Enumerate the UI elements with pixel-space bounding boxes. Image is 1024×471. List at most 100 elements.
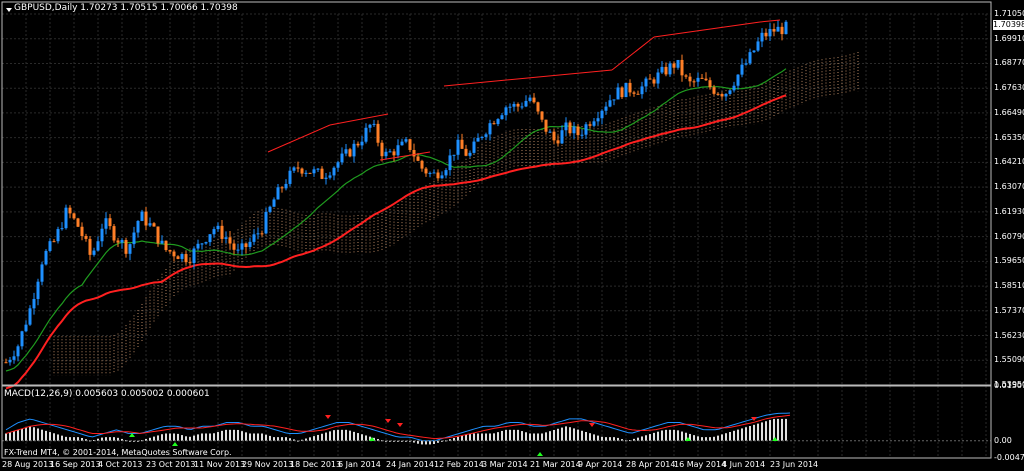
price-tick-label: 1.65350 [994, 132, 1024, 142]
candle-body [496, 119, 500, 125]
arrow-up-icon [129, 433, 135, 437]
macd-histogram-bar [489, 433, 491, 441]
candle-body [380, 142, 384, 157]
trendlines [267, 19, 781, 161]
macd-histogram-bar [693, 435, 695, 441]
candle-body [556, 140, 560, 144]
macd-histogram-bar [185, 436, 187, 441]
candle-body [584, 124, 588, 135]
ichimoku-cloud [53, 52, 859, 376]
candle-body [224, 237, 228, 239]
candle-body [248, 241, 252, 248]
candle-body [576, 126, 580, 136]
candle-body [440, 175, 444, 179]
date-tick-label: 9 Apr 2014 [578, 460, 623, 469]
date-tick-label: 23 Oct 2013 [146, 460, 196, 469]
grid [1, 13, 991, 458]
macd-histogram-bar [41, 429, 43, 441]
macd-histogram-bar [593, 434, 595, 441]
candle-body [752, 50, 756, 53]
macd-histogram-bar [205, 433, 207, 441]
candle-body [100, 228, 104, 242]
candle-body [104, 218, 108, 229]
macd-histogram-bar [541, 433, 543, 441]
candle-body [668, 63, 672, 75]
candle-body [384, 151, 388, 157]
macd-histogram-bar [149, 437, 151, 441]
macd-histogram-bar [345, 429, 347, 441]
candle-body [112, 226, 116, 241]
macd-histogram-bar [285, 437, 287, 441]
candle-body [564, 122, 568, 131]
frame [1, 1, 992, 459]
macd-histogram-bar [333, 430, 335, 441]
macd-histogram-bar [9, 432, 11, 441]
candle-body [176, 256, 180, 259]
macd-histogram-bar [313, 436, 315, 441]
macd-histogram-bar [681, 431, 683, 441]
macd-histogram-bar [17, 429, 19, 441]
candle-body [92, 250, 96, 255]
candle-body [512, 103, 516, 107]
macd-indicator [2, 412, 991, 456]
candle-body [692, 81, 696, 83]
macd-histogram-bar [177, 433, 179, 441]
macd-histogram-bar [741, 428, 743, 441]
trendline [759, 19, 781, 23]
candle-body [744, 63, 748, 65]
candle-body [288, 170, 292, 184]
macd-histogram-bar [53, 433, 55, 441]
macd-tick-label: 0.00 [994, 435, 1012, 445]
macd-histogram-bar [513, 429, 515, 441]
macd-histogram-bar [577, 429, 579, 441]
candle-body [544, 119, 548, 132]
macd-histogram-bar [565, 426, 567, 441]
date-tick-label: 28 Aug 2013 [2, 460, 54, 469]
macd-histogram-bar [365, 435, 367, 441]
candle-body [160, 240, 164, 244]
candle-body [280, 187, 284, 189]
macd-histogram-bar [81, 437, 83, 441]
date-tick-label: 28 Apr 2014 [626, 460, 676, 469]
macd-histogram-bar [697, 436, 699, 441]
candle-body [364, 127, 368, 142]
current-price-marker: 1.70398 [993, 20, 1024, 30]
macd-histogram-bar [77, 437, 79, 441]
macd-histogram-bar [101, 437, 103, 441]
candle-body [340, 153, 344, 163]
candle-body [644, 78, 648, 87]
macd-histogram-bar [237, 429, 239, 441]
candle-body [500, 115, 504, 120]
macd-histogram-bar [517, 429, 519, 441]
macd-line [5, 412, 791, 442]
macd-histogram-bar [589, 433, 591, 441]
macd-histogram-bar [69, 437, 71, 441]
candle-body [60, 228, 64, 230]
candle-body [528, 97, 532, 101]
macd-histogram-bar [701, 437, 703, 441]
macd-histogram-bar [649, 434, 651, 441]
macd-histogram-bar [277, 437, 279, 441]
candle-body [300, 168, 304, 174]
macd-histogram-bar [509, 429, 511, 441]
candle-body [648, 78, 652, 80]
macd-histogram-bar [273, 437, 275, 441]
candle-body [640, 86, 644, 95]
candle-body [360, 141, 364, 146]
candle-body [368, 124, 372, 128]
candle-body [404, 139, 408, 142]
candle-body [336, 162, 340, 168]
macd-histogram-bar [477, 433, 479, 441]
candle-body [748, 52, 752, 64]
macd-histogram-bar [33, 427, 35, 441]
macd-histogram-bar [21, 428, 23, 441]
macd-histogram-bar [369, 436, 371, 441]
chevron-down-icon[interactable] [6, 8, 12, 12]
macd-histogram-bar [429, 440, 431, 445]
candle-body [4, 362, 8, 364]
price-tick-label: 1.71050 [994, 9, 1024, 18]
trendline [267, 124, 331, 153]
macd-histogram-bar [601, 436, 603, 441]
